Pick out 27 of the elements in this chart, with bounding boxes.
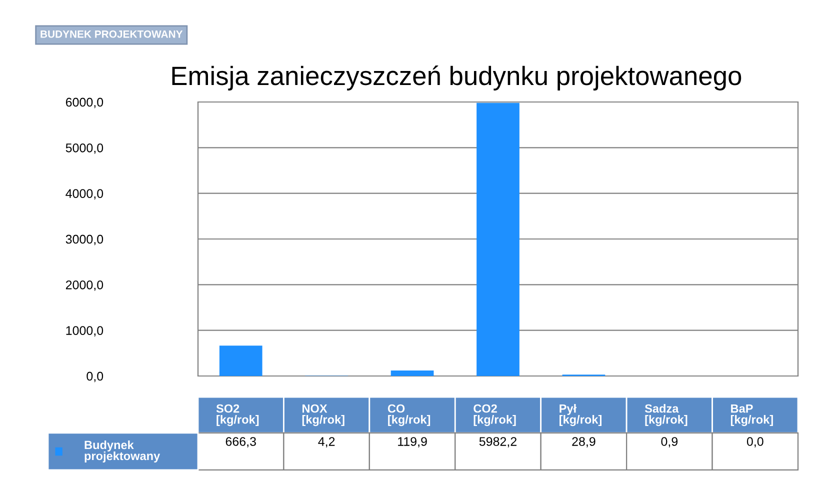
y-tick-label: 1000,0 <box>66 326 104 336</box>
y-tick-label: 0,0 <box>86 372 104 382</box>
text: BUDYNEK PROJEKTOWANY <box>40 30 183 38</box>
data-label: 28,9 <box>572 437 596 448</box>
y-tick-label: 2000,0 <box>66 280 104 291</box>
bar <box>390 370 434 376</box>
data-label: 119,9 <box>398 437 427 448</box>
data-label: 4,2 <box>318 437 335 448</box>
bar <box>219 346 262 376</box>
y-tick-label: 3000,0 <box>66 234 104 246</box>
data-label: 0,9 <box>661 437 678 448</box>
y-tick-label: 5000,0 <box>66 143 104 154</box>
bar <box>476 102 520 376</box>
y-tick-label: 6000,0 <box>66 98 104 108</box>
x-tick-label: CO2 [kg/rok] <box>474 404 516 426</box>
data-label: 666,3 <box>226 437 256 448</box>
x-tick-label: Pył [kg/rok] <box>560 404 602 426</box>
x-tick-label: SO2 [kg/rok] <box>216 404 259 426</box>
data-label: 0,0 <box>746 437 764 448</box>
x-tick-label: BaP [kg/rok] <box>730 404 773 426</box>
x-tick-label: Sadza [kg/rok] <box>644 404 688 426</box>
legend-label: Budynek projektowany <box>84 440 160 462</box>
x-tick-label: CO [kg/rok] <box>388 404 430 426</box>
data-label: 5982,2 <box>479 437 516 448</box>
y-tick-label: 4000,0 <box>66 189 104 200</box>
chart-title: Emisja zanieczyszczeń budynku projektowanego <box>172 66 742 90</box>
x-tick-label: NOX [kg/rok] <box>302 404 344 426</box>
